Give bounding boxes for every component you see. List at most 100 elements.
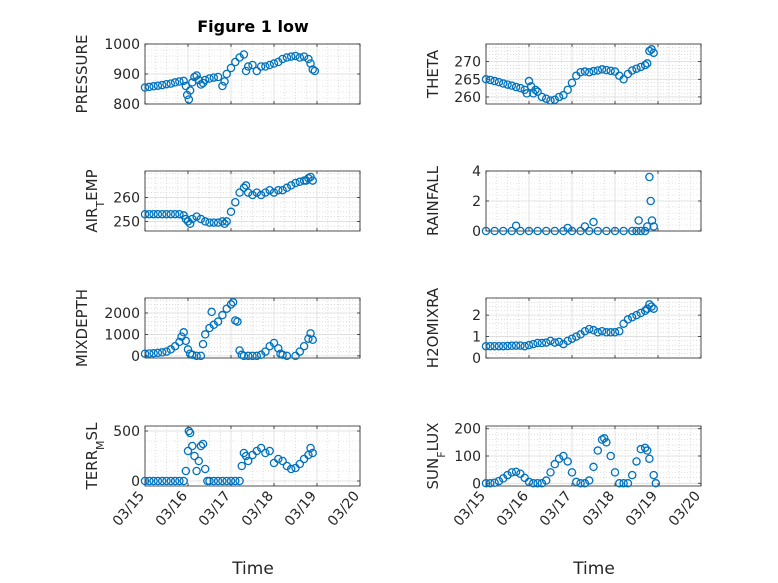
data-point — [295, 53, 305, 62]
data-point — [533, 87, 542, 96]
data-point — [175, 476, 184, 486]
data-point — [636, 308, 646, 318]
data-point — [235, 476, 244, 486]
y-axis-label: AIRTEMP — [83, 169, 107, 232]
data-point — [222, 69, 231, 79]
data-point — [261, 62, 270, 71]
x-axis-label-left: Time — [231, 559, 274, 579]
data-point — [511, 221, 521, 230]
x-tick-label: 03/18 — [239, 488, 277, 529]
data-point — [643, 446, 652, 455]
data-point — [520, 341, 529, 351]
data-point — [623, 479, 633, 488]
data-point — [567, 468, 577, 477]
data-point — [645, 454, 654, 463]
data-point — [647, 302, 656, 311]
subplot-3: 250 260 AIRTEMP — [83, 169, 361, 233]
data-point — [584, 67, 594, 77]
data-point — [226, 63, 236, 73]
y-tick-label: 0 — [472, 476, 481, 492]
data-point — [194, 456, 203, 466]
data-point — [481, 226, 491, 236]
data-point — [218, 81, 227, 91]
data-point — [237, 461, 246, 471]
data-point — [643, 304, 652, 313]
data-point — [563, 85, 572, 95]
data-point — [252, 351, 262, 361]
data-point — [546, 468, 555, 477]
data-point — [213, 72, 223, 82]
data-point — [200, 75, 210, 85]
data-point — [269, 188, 279, 197]
data-point — [627, 470, 637, 480]
data-point — [546, 336, 555, 346]
data-point — [209, 476, 219, 486]
y-tick-label: 1 — [472, 330, 481, 346]
data-point — [619, 226, 628, 236]
data-point — [589, 217, 598, 227]
data-point — [486, 479, 495, 488]
data-point — [213, 317, 223, 326]
data-point — [179, 328, 188, 337]
data-point — [248, 60, 257, 70]
data-point — [546, 96, 555, 105]
data-point — [140, 209, 150, 219]
data-point — [490, 478, 499, 487]
data-point — [597, 65, 607, 74]
data-point — [602, 328, 611, 337]
data-point — [140, 476, 150, 486]
data-point — [295, 459, 305, 469]
data-point — [610, 328, 620, 337]
x-tick-label: 03/16 — [494, 488, 532, 529]
data-point — [153, 348, 163, 358]
data-point — [231, 197, 240, 207]
data-point — [600, 434, 609, 443]
data-point — [640, 226, 650, 236]
data-point — [185, 86, 195, 95]
data-point — [196, 351, 206, 361]
data-point — [602, 65, 611, 75]
data-point — [278, 185, 287, 195]
data-point — [649, 222, 658, 231]
y-tick-label: 900 — [113, 67, 140, 83]
data-point — [486, 341, 495, 351]
data-point — [149, 349, 158, 358]
subplot-5: 0 1000 2000 MIXDEPTH — [73, 289, 361, 367]
data-point — [602, 438, 611, 447]
data-point — [162, 476, 171, 486]
data-point — [593, 66, 603, 75]
data-point — [550, 226, 560, 236]
axes-box — [485, 43, 702, 105]
subplot-7: 0 500 03/15 03/16 03/17 03/18 03/19 03/20 TERRMS… — [83, 422, 363, 530]
x-tick-label: 03/15 — [110, 488, 148, 529]
y-tick-label: 2000 — [104, 306, 140, 322]
data-point — [602, 226, 611, 236]
data-point — [185, 219, 195, 229]
data-point — [498, 341, 508, 351]
data-point — [554, 92, 564, 102]
data-point — [145, 209, 154, 219]
y-tick-label: 0 — [131, 474, 140, 490]
data-point — [192, 466, 201, 476]
data-point — [537, 479, 547, 488]
data-point — [282, 351, 292, 361]
data-point — [209, 218, 219, 227]
data-point — [619, 479, 628, 488]
data-point — [252, 188, 262, 197]
data-point — [198, 339, 208, 349]
data-point — [589, 462, 598, 472]
data-point — [181, 336, 191, 346]
data-point — [576, 226, 585, 236]
data-point — [196, 214, 206, 224]
data-point — [304, 334, 313, 343]
data-point — [140, 83, 150, 92]
y-tick-label: 265 — [454, 72, 481, 88]
data-point — [643, 59, 652, 68]
data-point — [145, 82, 154, 92]
data-point — [645, 46, 654, 56]
data-point — [541, 476, 551, 485]
data-point — [181, 81, 191, 91]
data-point — [184, 426, 194, 436]
data-point — [615, 326, 624, 336]
data-point — [184, 95, 194, 104]
